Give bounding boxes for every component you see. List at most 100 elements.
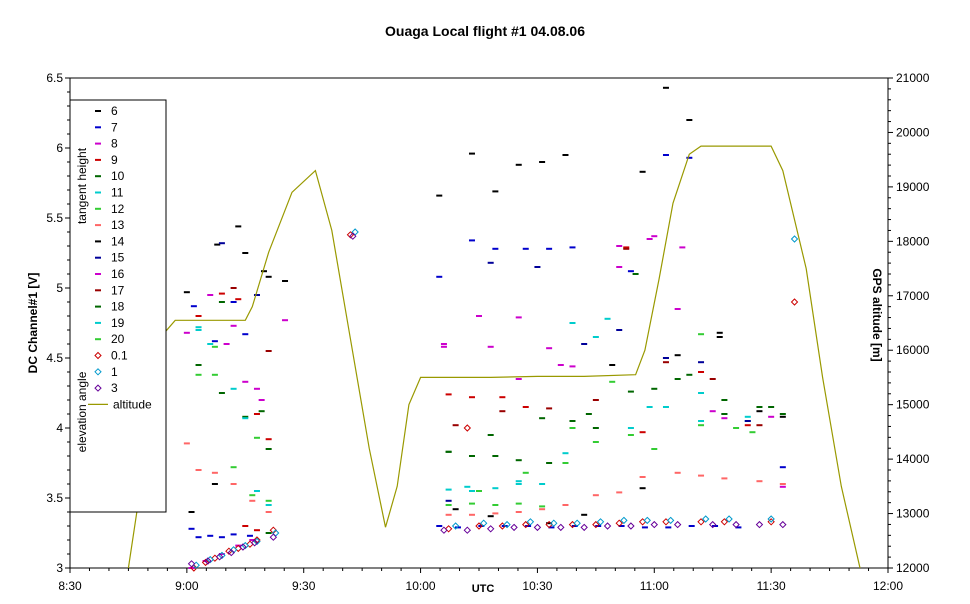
y-tick-label: 5.5 — [46, 211, 63, 225]
data-point — [468, 152, 475, 155]
data-point — [214, 243, 221, 246]
data-point — [515, 480, 522, 483]
data-point — [697, 518, 705, 526]
y-tick-label: 4 — [56, 421, 63, 435]
x-tick-label: 12:00 — [873, 579, 903, 593]
data-point — [253, 387, 260, 390]
data-point — [452, 424, 459, 427]
data-point — [436, 194, 443, 197]
data-point — [265, 532, 272, 534]
data-point — [218, 553, 225, 555]
data-point — [476, 490, 482, 492]
data-point — [218, 292, 225, 295]
data-point — [464, 485, 471, 488]
legend-label: 12 — [111, 202, 125, 216]
data-point — [253, 529, 260, 532]
data-point — [539, 508, 546, 511]
data-point — [643, 516, 651, 525]
data-point — [533, 523, 542, 532]
data-point — [616, 266, 623, 268]
data-point — [445, 488, 452, 491]
data-point — [546, 522, 553, 525]
data-point — [195, 326, 202, 329]
data-point — [592, 441, 599, 443]
legend-label: 20 — [111, 332, 125, 346]
legend-swatch — [95, 191, 101, 194]
series-6 — [183, 86, 786, 513]
legend-item-9: 9 — [95, 153, 118, 167]
data-point — [218, 301, 225, 303]
x-axis-label: UTC — [472, 583, 495, 595]
data-point — [665, 526, 672, 529]
data-point — [674, 471, 681, 474]
data-point — [282, 319, 289, 322]
data-point — [720, 518, 729, 526]
series-13 — [183, 442, 786, 516]
data-point — [534, 266, 541, 268]
data-point — [487, 515, 494, 518]
data-point — [604, 317, 611, 320]
data-point — [616, 329, 623, 331]
data-point — [195, 315, 202, 317]
data-point — [452, 508, 459, 511]
legend-swatch — [95, 207, 101, 210]
legend-label: 3 — [111, 381, 118, 395]
data-point — [620, 516, 628, 525]
data-point — [492, 455, 499, 457]
data-point — [698, 424, 705, 427]
legend-swatch — [95, 142, 101, 145]
data-point — [627, 522, 635, 530]
data-point — [211, 345, 218, 348]
data-point — [487, 345, 494, 348]
data-point — [242, 415, 249, 418]
data-point — [260, 270, 267, 273]
data-point — [616, 245, 623, 247]
x-tick-label: 9:00 — [175, 579, 199, 593]
data-point — [239, 543, 247, 551]
data-point — [592, 520, 600, 529]
legend-label: 19 — [111, 316, 125, 330]
data-point — [546, 347, 553, 350]
data-point — [522, 406, 529, 408]
x-tick-label: 11:30 — [757, 579, 786, 593]
data-point — [499, 410, 506, 413]
data-point — [569, 427, 576, 429]
data-point — [211, 340, 218, 343]
data-point — [440, 343, 447, 345]
data-point — [515, 316, 522, 319]
data-point — [712, 525, 719, 527]
legend-item-20: 20 — [95, 332, 125, 346]
legend-swatch — [95, 289, 101, 292]
data-point — [688, 525, 695, 527]
legend-item-8: 8 — [95, 137, 118, 151]
data-point — [265, 448, 272, 450]
data-point — [581, 513, 588, 516]
series-11 — [195, 322, 751, 506]
data-point — [230, 533, 237, 536]
data-point — [744, 424, 751, 427]
data-point — [562, 462, 569, 464]
data-point — [698, 371, 705, 373]
data-point — [440, 345, 447, 348]
chart-title: Ouaga Local flight #1 04.08.06 — [385, 23, 585, 39]
data-point — [662, 86, 669, 89]
y-tick-label: 5 — [56, 281, 63, 295]
data-point — [487, 434, 494, 436]
data-point — [269, 533, 278, 541]
data-point — [674, 308, 681, 310]
legend-item-15: 15 — [95, 251, 125, 265]
data-point — [445, 504, 452, 506]
data-point — [526, 518, 535, 526]
data-point — [779, 466, 786, 469]
data-point — [569, 365, 576, 368]
data-point — [592, 399, 599, 401]
legend-label: 15 — [111, 251, 125, 265]
data-point — [195, 329, 202, 331]
x-tick-label: 9:30 — [292, 579, 316, 593]
y-axis-right: 12000 13000 14000 15000 16000 17000 18000 19000… — [888, 71, 930, 575]
data-point — [646, 406, 653, 408]
data-point — [249, 539, 256, 541]
legend-label: 13 — [111, 218, 125, 232]
data-point — [265, 511, 272, 513]
data-point — [779, 415, 786, 418]
